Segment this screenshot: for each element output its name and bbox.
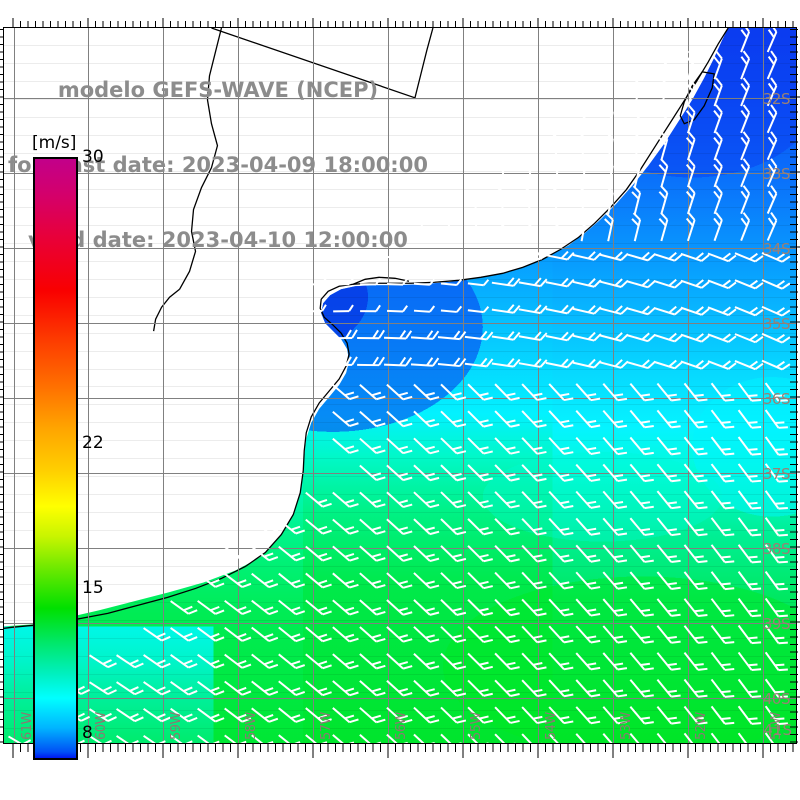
lat-label: 39S bbox=[762, 615, 791, 633]
lat-label: 33S bbox=[762, 165, 791, 183]
colorbar-units-label: [m/s] bbox=[32, 133, 77, 153]
colorbar-gradient bbox=[33, 157, 78, 760]
lon-label: 56W bbox=[394, 712, 409, 740]
lat-label: 38S bbox=[762, 540, 791, 558]
lat-label-group: 32S 33S 34S 35S 36S 37S 38S 39S 40S bbox=[4, 28, 796, 743]
lat-label: 37S bbox=[762, 465, 791, 483]
colorbar-tick-label: 22 bbox=[82, 433, 104, 453]
bottom-tick-band bbox=[12, 744, 794, 758]
lat-label: 32S bbox=[762, 90, 791, 108]
colorbar-tick-label: 15 bbox=[82, 578, 104, 598]
lon-label: 57W bbox=[319, 712, 334, 740]
lon-label: 58W bbox=[244, 712, 259, 740]
corner-lat-stamp: 41S bbox=[763, 721, 792, 739]
lon-label: 59W bbox=[169, 712, 184, 740]
lat-label: 35S bbox=[762, 315, 791, 333]
title-line-model: modelo GEFS-WAVE (NCEP) bbox=[57, 78, 379, 102]
lon-label: 53W bbox=[619, 712, 634, 740]
right-tick-band bbox=[790, 29, 800, 743]
map-plot-area: 32S 33S 34S 35S 36S 37S 38S 39S 40S 61W … bbox=[3, 27, 797, 744]
title-line-valid: valid date: 2023-04-10 12:00:00 bbox=[28, 228, 408, 252]
colorbar-tick-label: 30 bbox=[82, 147, 104, 167]
colorbar-tick-label: 8 bbox=[82, 723, 93, 743]
lat-label: 40S bbox=[762, 690, 791, 708]
lat-label: 36S bbox=[762, 390, 791, 408]
lat-label: 34S bbox=[762, 240, 791, 258]
lon-label: 52W bbox=[694, 712, 709, 740]
lon-label: 60W bbox=[94, 712, 109, 740]
left-tick-band bbox=[0, 29, 4, 743]
top-tick-band bbox=[12, 18, 794, 28]
lon-label: 54W bbox=[544, 712, 559, 740]
figure-title-block: modelo GEFS-WAVE (NCEP) forecast date: 2… bbox=[8, 28, 428, 303]
lon-label: 55W bbox=[469, 712, 484, 740]
